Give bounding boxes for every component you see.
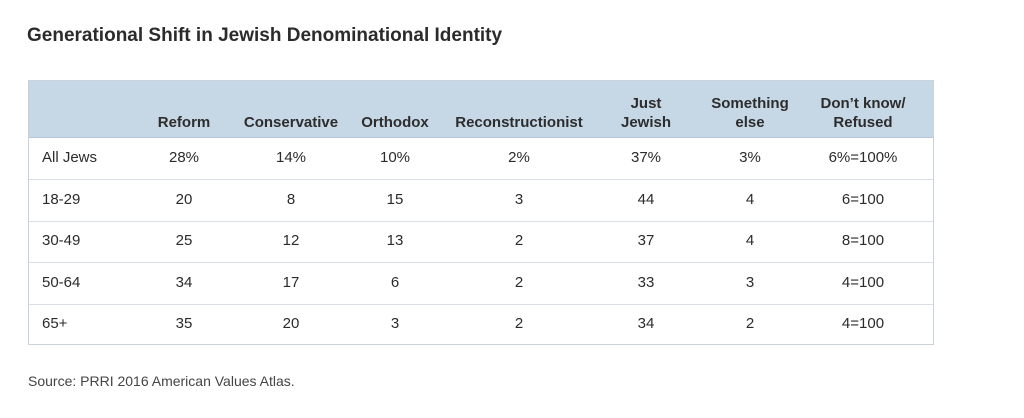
source-note: Source: PRRI 2016 American Values Atlas. [28,373,295,389]
table-cell: 37% [630,149,662,166]
column-header: Don’t know/Refused [820,95,906,131]
table-cell: 28% [168,149,200,166]
table-row: 50-64 34 17 6 2 33 3 4=100 [29,263,933,305]
table-cell: 2 [514,232,524,249]
column-header: Conservative [243,114,339,131]
table-cell: 4=100 [841,273,885,291]
column-header: Reconstructionist [455,114,583,131]
column-header: Orthodox [361,114,429,131]
column-header: Reform [157,114,211,131]
table-row: 18-29 20 8 15 3 44 4 6=100 [29,180,933,222]
chart-title: Generational Shift in Jewish Denominatio… [27,25,503,46]
table-cell: 34 [637,315,655,332]
data-table: Reform Conservative Orthodox Reconstruction… [28,80,934,345]
table-cell: 4=100 [841,315,885,332]
table-cell: 6 [390,273,400,291]
table-cell: 12 [282,232,300,249]
table-cell: 2 [514,315,524,332]
row-label: 65+ [42,315,68,332]
row-label: 30-49 [42,232,81,249]
table-cell: 44 [637,190,655,208]
table-cell: 25 [175,232,193,249]
table-cell: 3 [390,315,400,332]
table-row: All Jews 28% 14% 10% 2% 37% 3% 6%=100% [29,138,933,180]
table-cell: 6%=100% [828,149,898,166]
table-cell: 20 [175,190,193,208]
table-cell: 6=100 [841,190,885,208]
table-cell: 35 [175,315,193,332]
table-header: Reform Conservative Orthodox Reconstruction… [29,81,933,138]
table-cell: 15 [386,190,404,208]
table-cell: 33 [637,273,655,291]
table-cell: 8 [286,190,296,208]
column-header: Just Jewish [620,95,672,131]
table-cell: 4 [745,190,755,208]
column-header: Something else [711,95,789,131]
table-cell: 4 [745,232,755,249]
table-cell: 3 [745,273,755,291]
table-cell: 3% [739,149,761,166]
table-cell: 34 [175,273,193,291]
row-label: All Jews [42,149,98,166]
table-cell: 14% [275,149,307,166]
table-cell: 13 [386,232,404,249]
table-row: 30-49 25 12 13 2 37 4 8=100 [29,221,933,263]
table-cell: 8=100 [841,232,885,249]
table-cell: 2% [508,149,530,166]
table-cell: 10% [379,149,411,166]
row-label: 50-64 [42,273,81,291]
table-cell: 3 [514,190,524,208]
table-cell: 37 [637,232,655,249]
table-cell: 20 [282,315,300,332]
table-cell: 2 [745,315,755,332]
table-cell: 17 [282,273,300,291]
row-label: 18-29 [42,190,81,208]
table-row: 65+ 35 20 3 2 34 2 4=100 [29,304,933,345]
table-cell: 2 [514,273,524,291]
